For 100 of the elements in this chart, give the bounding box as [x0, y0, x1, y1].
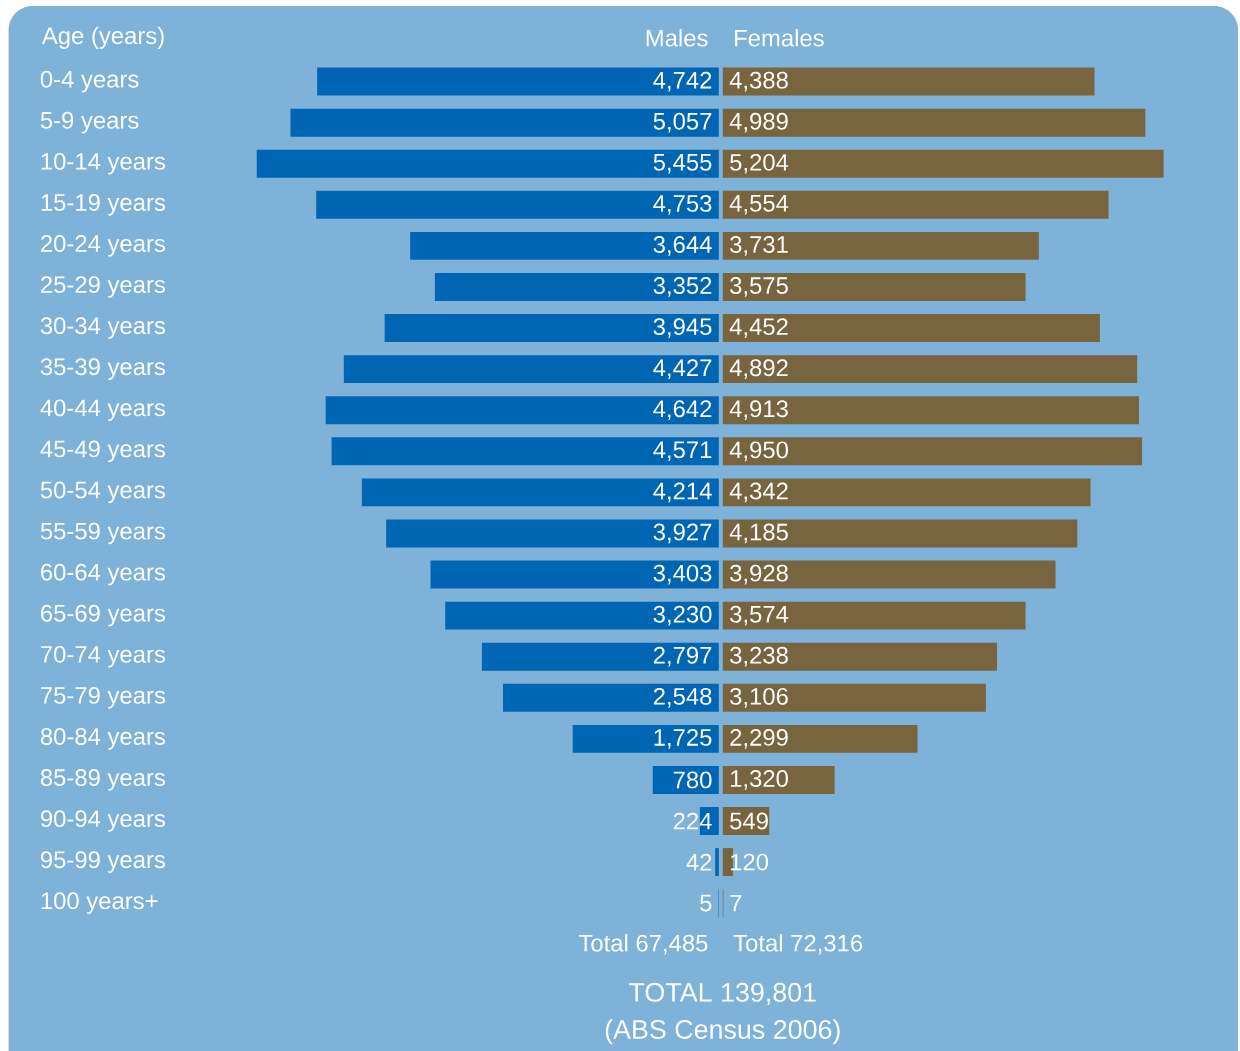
bar	[722, 190, 1109, 219]
y-tick-label: 80-84 years	[40, 727, 166, 750]
y-tick-label: 60-64 years	[41, 563, 166, 586]
bar	[722, 355, 1138, 383]
data-label: 3,352	[653, 276, 712, 297]
bar	[722, 683, 986, 712]
bar	[502, 683, 719, 712]
y-tick-label: 85-89 years	[40, 768, 166, 791]
data-label: 2,797	[653, 646, 712, 667]
bar	[386, 519, 719, 548]
bar	[445, 601, 719, 630]
bar	[722, 437, 1143, 466]
data-label: 3,106	[730, 687, 788, 708]
bar	[722, 560, 1056, 589]
bar	[722, 478, 1091, 507]
data-label: 4,427	[653, 359, 712, 379]
y-axis-title: Age (years)	[41, 26, 164, 49]
bar	[722, 396, 1139, 425]
bar	[481, 642, 719, 671]
y-tick-label: 20-24 years	[41, 234, 166, 257]
bar	[361, 478, 719, 507]
chart-title: Females	[735, 28, 824, 47]
bar	[384, 313, 719, 342]
y-tick-label: 5-9 years	[40, 111, 139, 134]
bar	[722, 108, 1146, 137]
data-label: 4,950	[729, 441, 788, 461]
bar	[256, 149, 719, 178]
bar	[316, 190, 719, 219]
data-label: 4,214	[653, 482, 712, 503]
bar	[722, 231, 1039, 260]
y-tick-label: 65-69 years	[41, 604, 166, 627]
bar	[331, 437, 719, 466]
text: TOTAL 139,801	[629, 982, 816, 1005]
bar	[290, 108, 719, 137]
data-label: 5,455	[653, 153, 712, 174]
bar	[317, 67, 719, 96]
data-label: 4,388	[729, 71, 788, 92]
data-label: 3,731	[730, 235, 788, 256]
y-tick-label: 70-74 years	[41, 645, 166, 668]
data-label: 3,403	[653, 564, 712, 585]
bar	[430, 560, 719, 589]
bar	[722, 149, 1164, 178]
data-label: 3,230	[653, 605, 712, 626]
data-label: 3,928	[730, 564, 788, 585]
y-tick-label: 100 years+	[41, 892, 158, 914]
y-tick-label: 95-99 years	[40, 851, 166, 873]
bar	[715, 847, 719, 876]
data-label: 4,642	[653, 400, 712, 420]
bar	[722, 601, 1026, 630]
bar	[722, 519, 1078, 548]
data-label: 42	[686, 853, 712, 871]
text: (ABS Census 2006)	[605, 1019, 840, 1045]
bar	[325, 396, 719, 425]
bar	[722, 313, 1100, 342]
data-label: 4,892	[729, 359, 788, 379]
data-label: 3,574	[730, 605, 789, 626]
text: Total 72,316	[733, 933, 863, 955]
data-label: 4,554	[729, 194, 789, 215]
bar	[722, 67, 1095, 96]
y-tick-label: 10-14 years	[41, 152, 166, 175]
data-label: 3,927	[653, 523, 712, 544]
bar	[722, 272, 1026, 301]
bar	[572, 724, 719, 753]
y-tick-label: 50-54 years	[40, 481, 166, 504]
bar	[722, 642, 998, 671]
text: Total 67,485	[578, 933, 708, 955]
data-label: 4,913	[729, 400, 788, 420]
data-label: 549	[730, 812, 768, 830]
data-label: 4,342	[729, 482, 788, 503]
data-label: 4,452	[729, 318, 788, 338]
data-label: 5	[700, 894, 712, 912]
bar	[722, 847, 733, 876]
data-label: 1,725	[654, 728, 712, 749]
data-label: 4,989	[729, 112, 788, 133]
bar	[722, 765, 835, 794]
y-tick-label: 35-39 years	[40, 358, 166, 380]
data-label: 4,742	[653, 71, 712, 92]
data-label: 3,644	[653, 235, 712, 256]
y-tick-label: 25-29 years	[41, 276, 166, 298]
y-tick-label: 30-34 years	[40, 317, 166, 339]
y-tick-label: 75-79 years	[41, 686, 166, 709]
data-label: 5,204	[730, 153, 789, 174]
y-tick-label: 90-94 years	[40, 810, 166, 832]
data-label: 5,057	[653, 112, 712, 133]
data-label: 4,185	[729, 523, 788, 544]
data-label: 780	[673, 771, 712, 789]
y-tick-label: 0-4 years	[40, 70, 139, 93]
data-label: 1,320	[730, 769, 788, 790]
data-label: 4,571	[653, 441, 712, 461]
y-tick-label: 45-49 years	[40, 440, 166, 462]
data-label: 2,299	[730, 728, 788, 749]
data-label: 3,945	[653, 318, 712, 338]
y-tick-label: 40-44 years	[40, 399, 166, 421]
data-label: 3,575	[730, 276, 788, 297]
y-tick-label: 55-59 years	[40, 522, 166, 545]
bar	[343, 355, 719, 383]
bar	[434, 272, 719, 301]
chart-title: Males	[646, 28, 708, 47]
data-label: 7	[730, 894, 742, 912]
data-label: 3,238	[730, 646, 788, 667]
